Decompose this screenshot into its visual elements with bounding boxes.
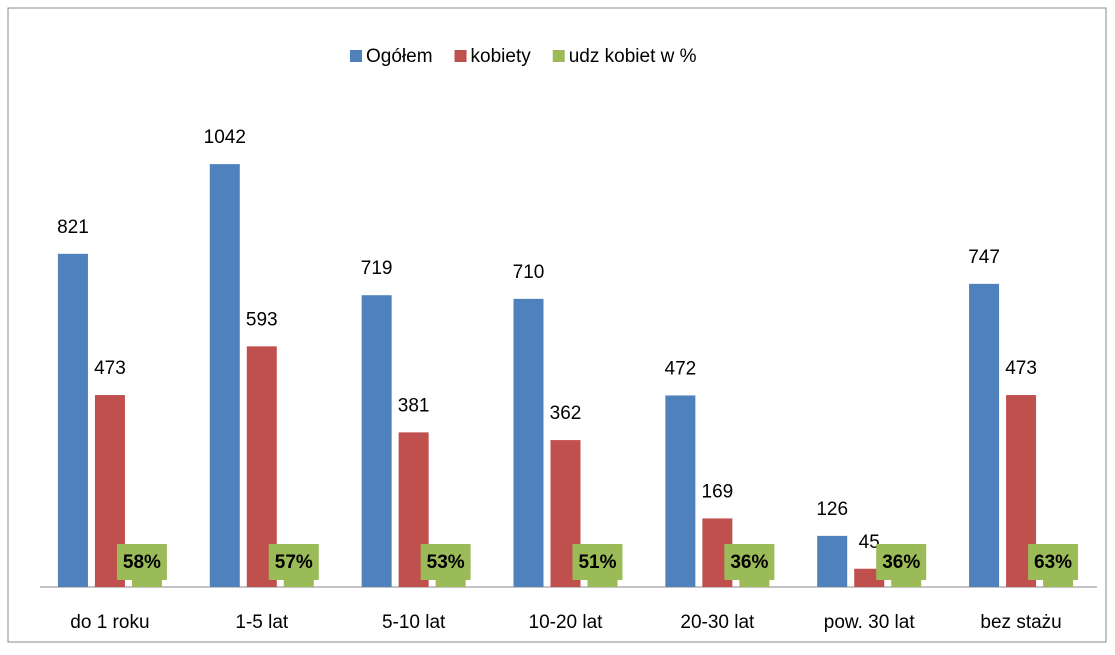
x-tick-label: pow. 30 lat [824, 612, 916, 633]
x-tick-label: 1-5 lat [235, 612, 289, 633]
bar [969, 283, 1000, 587]
legend-swatch [350, 50, 362, 62]
legend-swatch [454, 50, 467, 62]
data-label: 747 [968, 247, 1000, 268]
data-label: 36% [730, 552, 768, 573]
data-label-box [876, 544, 927, 580]
data-label-box [572, 544, 623, 580]
data-label: 473 [1005, 358, 1037, 379]
data-label-box [1028, 544, 1079, 580]
legend-label: udz kobiet w % [569, 46, 697, 67]
data-label: 472 [665, 358, 697, 379]
data-label: 36% [882, 552, 920, 573]
data-label: 1042 [204, 127, 246, 148]
x-tick-label: bez stażu [980, 612, 1061, 633]
data-label: 57% [275, 552, 313, 573]
x-tick-label: 10-20 lat [529, 612, 604, 633]
data-label: 63% [1034, 552, 1072, 573]
data-label: 169 [702, 481, 734, 502]
data-label: 593 [246, 309, 278, 330]
data-label-box [268, 544, 319, 580]
data-label: 362 [550, 403, 582, 424]
data-label: 51% [578, 552, 616, 573]
x-tick-label: 5-10 lat [382, 612, 446, 633]
bar [209, 164, 240, 587]
data-label: 58% [123, 552, 161, 573]
data-label: 126 [816, 499, 848, 520]
data-label: 719 [361, 258, 393, 279]
bar [57, 253, 88, 587]
legend-label: kobiety [471, 46, 532, 67]
data-label: 710 [513, 262, 545, 283]
bar [817, 535, 848, 587]
data-label: 473 [94, 358, 126, 379]
data-label: 821 [57, 217, 89, 238]
data-label: 53% [427, 552, 465, 573]
legend-label: Ogółem [366, 46, 433, 67]
x-tick-label: do 1 roku [70, 612, 149, 633]
data-label: 381 [398, 395, 430, 416]
bar [513, 298, 544, 587]
data-label-box [420, 544, 471, 580]
data-label: 45 [859, 532, 880, 553]
bar [361, 295, 392, 587]
legend-swatch [552, 50, 565, 62]
x-tick-label: 20-30 lat [680, 612, 755, 633]
bar [665, 395, 696, 587]
data-label-box [724, 544, 775, 580]
data-label-box [116, 544, 167, 580]
